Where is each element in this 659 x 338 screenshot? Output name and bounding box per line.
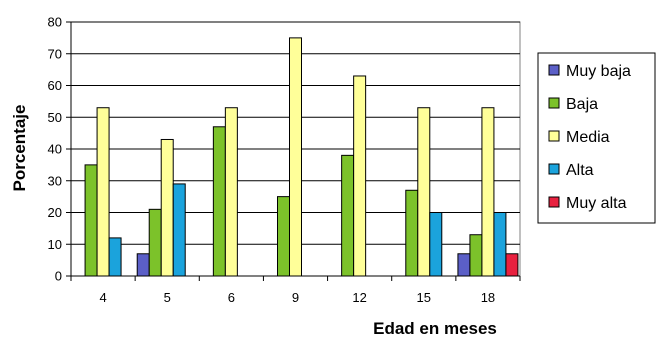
legend-label-muy-baja: Muy baja xyxy=(566,63,631,80)
y-tick-label: 0 xyxy=(55,269,62,284)
y-tick-label: 60 xyxy=(48,78,62,93)
x-tick-label: 4 xyxy=(99,290,106,305)
legend-label-baja: Baja xyxy=(566,96,598,113)
bar-muy-baja-18 xyxy=(457,253,471,277)
y-tick-labels: 0 10 20 30 40 50 60 70 80 xyxy=(48,15,71,284)
bar-media-18 xyxy=(481,107,495,277)
y-tick-label: 10 xyxy=(48,237,62,252)
legend-swatch-alta xyxy=(548,163,560,175)
bar-baja-12 xyxy=(341,154,355,277)
y-tick-label: 20 xyxy=(48,205,62,220)
bar-baja-6 xyxy=(212,126,226,277)
x-tick-label: 9 xyxy=(292,290,299,305)
legend-swatch-muy-alta xyxy=(548,196,560,208)
legend-swatch-media xyxy=(548,130,560,142)
y-tick-label: 70 xyxy=(48,46,62,61)
x-tick-label: 5 xyxy=(164,290,171,305)
x-axis-label: Edad en meses xyxy=(373,319,497,338)
x-tick-label: 12 xyxy=(352,290,366,305)
legend-label-muy-alta: Muy alta xyxy=(566,195,627,212)
bar-media-6 xyxy=(224,107,238,277)
y-tick-label: 40 xyxy=(48,142,62,157)
legend-label-alta: Alta xyxy=(566,162,594,179)
bar-alta-4 xyxy=(108,237,122,277)
bar-baja-18 xyxy=(469,234,483,277)
bar-media-15 xyxy=(417,107,431,277)
bar-muy-alta-18 xyxy=(505,253,519,277)
bar-baja-5 xyxy=(148,208,162,277)
bar-baja-4 xyxy=(84,164,98,277)
legend-label-media: Media xyxy=(566,129,610,146)
x-tick-label: 18 xyxy=(481,290,495,305)
bar-muy-baja-5 xyxy=(136,253,150,277)
bar-baja-15 xyxy=(405,189,419,277)
legend-swatch-baja xyxy=(548,97,560,109)
x-tick-label: 15 xyxy=(417,290,431,305)
legend-swatch-muy-baja xyxy=(548,64,560,76)
y-tick-label: 50 xyxy=(48,110,62,125)
bar-alta-18 xyxy=(493,212,507,277)
x-tick-label: 6 xyxy=(228,290,235,305)
bar-media-4 xyxy=(96,107,110,277)
bar-baja-9 xyxy=(277,196,290,277)
bar-media-9 xyxy=(289,37,302,277)
bars xyxy=(84,37,519,277)
bar-media-5 xyxy=(160,138,174,277)
bar-alta-5 xyxy=(172,183,186,277)
legend: Muy baja Baja Media Alta Muy alta xyxy=(537,52,656,224)
bar-media-12 xyxy=(353,75,367,277)
y-tick-label: 80 xyxy=(48,15,62,30)
x-tick-labels: 4 5 6 9 12 15 18 xyxy=(70,276,521,305)
bar-alta-15 xyxy=(429,212,443,277)
y-axis-label: Porcentaje xyxy=(10,105,29,192)
y-tick-label: 30 xyxy=(48,173,62,188)
